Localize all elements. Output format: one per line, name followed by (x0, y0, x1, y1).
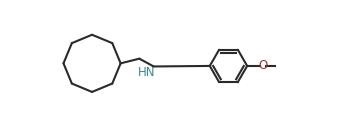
Text: O: O (258, 59, 268, 72)
Text: HN: HN (138, 66, 155, 79)
